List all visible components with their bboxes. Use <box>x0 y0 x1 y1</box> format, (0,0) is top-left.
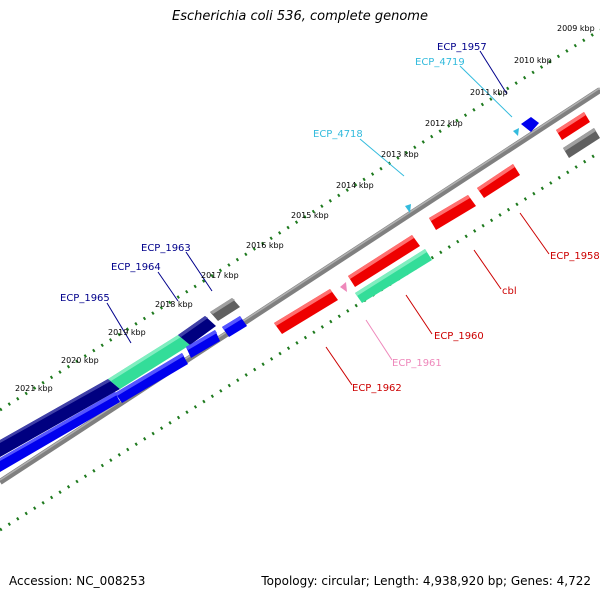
gene-unlabeled-grey-arrow[interactable] <box>210 298 240 321</box>
gene-label-cbl[interactable]: cbl <box>502 286 517 297</box>
gene-ecp-4718-arrow[interactable] <box>405 204 411 213</box>
gene-label-ecp-1963[interactable]: ECP_1963 <box>141 243 191 254</box>
kbp-label-2009: 2009 kbp <box>557 24 595 33</box>
gene-ecp-1965-arrow[interactable] <box>0 379 120 457</box>
kbp-label-2019: 2019 kbp <box>108 328 146 337</box>
gene-blue-arrow-4[interactable] <box>222 316 247 337</box>
leader-ecp-1958 <box>519 212 550 255</box>
gene-ecp-1962-arrow[interactable] <box>274 289 338 334</box>
gene-ecp-1960-arrow[interactable] <box>348 235 420 287</box>
kbp-label-2013: 2013 kbp <box>381 150 419 159</box>
gene-red-topright-arrow[interactable] <box>556 112 590 140</box>
gene-label-ecp-1957[interactable]: ECP_1957 <box>437 42 487 53</box>
kbp-label-2014: 2014 kbp <box>336 181 374 190</box>
leader-ecp-4719 <box>459 65 513 118</box>
kbp-label-2012: 2012 kbp <box>425 119 463 128</box>
gene-ecp-1958-arrow[interactable] <box>477 164 520 198</box>
inner-tick-line <box>0 150 600 532</box>
gene-label-ecp-1964[interactable]: ECP_1964 <box>111 262 161 273</box>
outer-tick-line <box>0 28 600 412</box>
accession-text: Accession: NC_008253 <box>9 574 146 588</box>
gene-grey-right-arrow[interactable] <box>563 128 600 158</box>
leader-ecp-4718 <box>359 138 405 177</box>
gene-ecp-4719-arrow[interactable] <box>513 128 519 136</box>
genome-backbone <box>0 87 600 485</box>
gene-label-ecp-1960[interactable]: ECP_1960 <box>434 331 484 342</box>
leader-ecp-1957 <box>479 50 508 95</box>
gene-ecp-1963-arrow[interactable] <box>178 316 216 345</box>
leader-ecp-1962 <box>325 346 353 386</box>
gene-label-ecp-4719[interactable]: ECP_4719 <box>415 57 465 68</box>
gene-blue-arrow-3[interactable] <box>186 330 220 358</box>
gene-label-ecp-1965[interactable]: ECP_1965 <box>60 293 110 304</box>
gene-blue-long-arrow[interactable] <box>0 392 120 472</box>
gene-cbl-arrow[interactable] <box>429 195 476 230</box>
kbp-label-2011: 2011 kbp <box>470 88 508 97</box>
leader-ecp-1965 <box>106 302 132 344</box>
kbp-label-2020: 2020 kbp <box>61 356 99 365</box>
gene-label-ecp-1958[interactable]: ECP_1958 <box>550 251 600 262</box>
gene-label-ecp-1961[interactable]: ECP_1961 <box>392 358 442 369</box>
gene-ecp-1957-arrow[interactable] <box>521 117 539 132</box>
genome-summary-text: Topology: circular; Length: 4,938,920 bp… <box>261 574 591 588</box>
map-title: Escherichia coli 536, complete genome <box>172 9 428 24</box>
kbp-label-2016: 2016 kbp <box>246 241 284 250</box>
gene-blue-arrow-2[interactable] <box>115 353 188 403</box>
leader-ecp-1964 <box>157 271 179 302</box>
kbp-label-2010: 2010 kbp <box>514 56 552 65</box>
gene-label-ecp-1962[interactable]: ECP_1962 <box>352 383 402 394</box>
kbp-label-2018: 2018 kbp <box>155 300 193 309</box>
gene-label-ecp-4718[interactable]: ECP_4718 <box>313 129 363 140</box>
leader-ecp-1961 <box>365 319 393 361</box>
gene-green-right-arrow[interactable] <box>355 249 432 303</box>
leader-ecp-1963 <box>185 251 213 292</box>
genome-backbone-highlight <box>0 87 600 481</box>
leader-cbl <box>473 249 502 290</box>
gene-ecp-1961-arrow[interactable] <box>340 282 347 292</box>
leader-ecp-1960 <box>405 294 433 335</box>
kbp-label-2017: 2017 kbp <box>201 271 239 280</box>
kbp-label-2021: 2021 kbp <box>15 384 53 393</box>
gene-ecp-1964-arrow[interactable] <box>108 335 190 389</box>
kbp-label-2015: 2015 kbp <box>291 211 329 220</box>
